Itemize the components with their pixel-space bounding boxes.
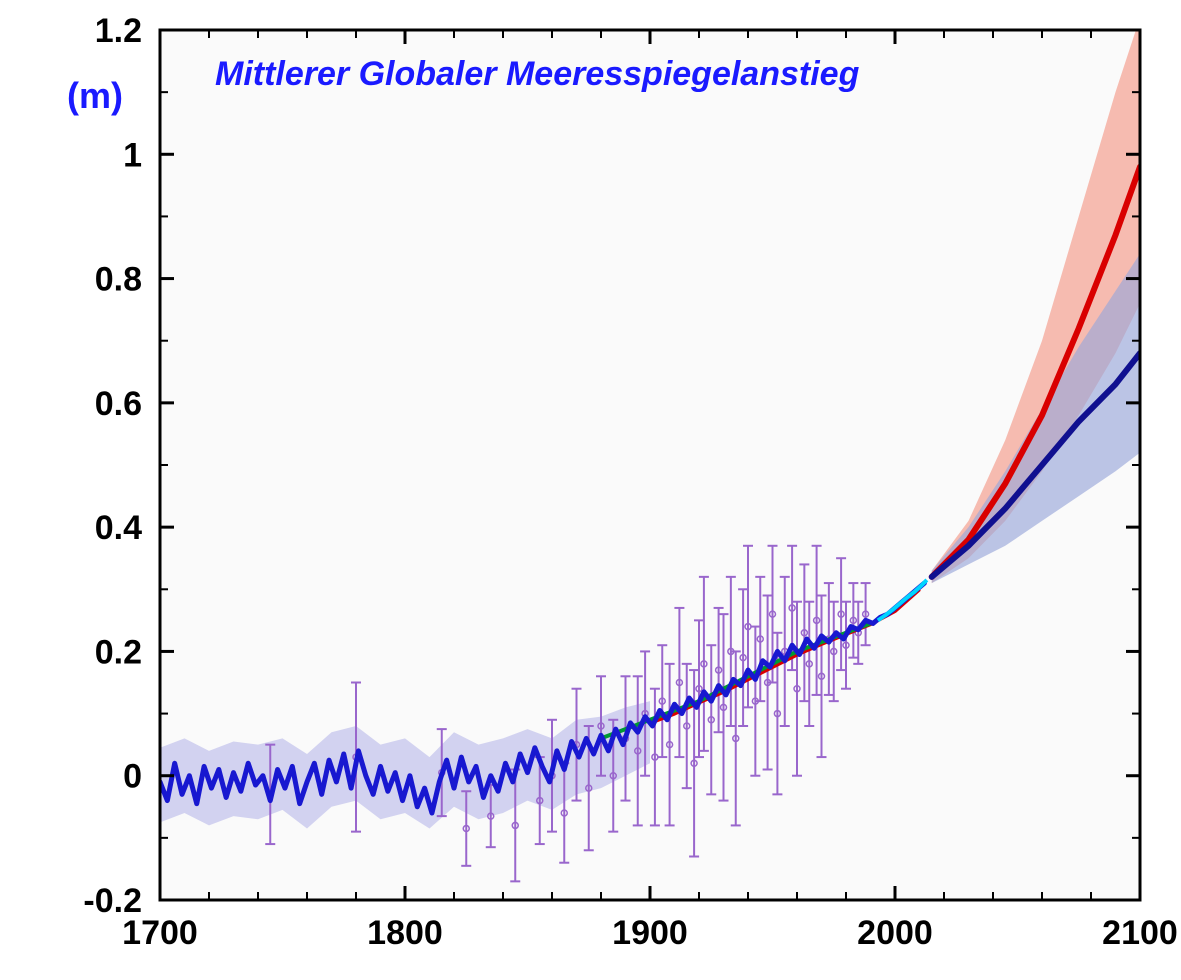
svg-text:0.8: 0.8: [95, 261, 142, 299]
svg-text:0.2: 0.2: [95, 633, 142, 671]
svg-text:1800: 1800: [367, 914, 443, 952]
svg-text:2100: 2100: [1102, 914, 1178, 952]
svg-text:0.6: 0.6: [95, 385, 142, 423]
svg-text:1.2: 1.2: [95, 12, 142, 50]
chart-title: Mittlerer Globaler Meeresspiegelanstieg: [215, 55, 860, 93]
svg-text:1900: 1900: [612, 914, 688, 952]
svg-text:0.4: 0.4: [95, 509, 142, 547]
svg-text:-0.2: -0.2: [83, 882, 142, 920]
sea-level-chart: 17001800190020002100-0.200.20.40.60.811.…: [0, 0, 1181, 980]
svg-text:2000: 2000: [857, 914, 933, 952]
svg-text:0: 0: [123, 758, 142, 796]
y-axis-unit: (m): [67, 75, 123, 116]
chart-svg: 17001800190020002100-0.200.20.40.60.811.…: [0, 0, 1181, 980]
svg-text:1: 1: [123, 136, 142, 174]
